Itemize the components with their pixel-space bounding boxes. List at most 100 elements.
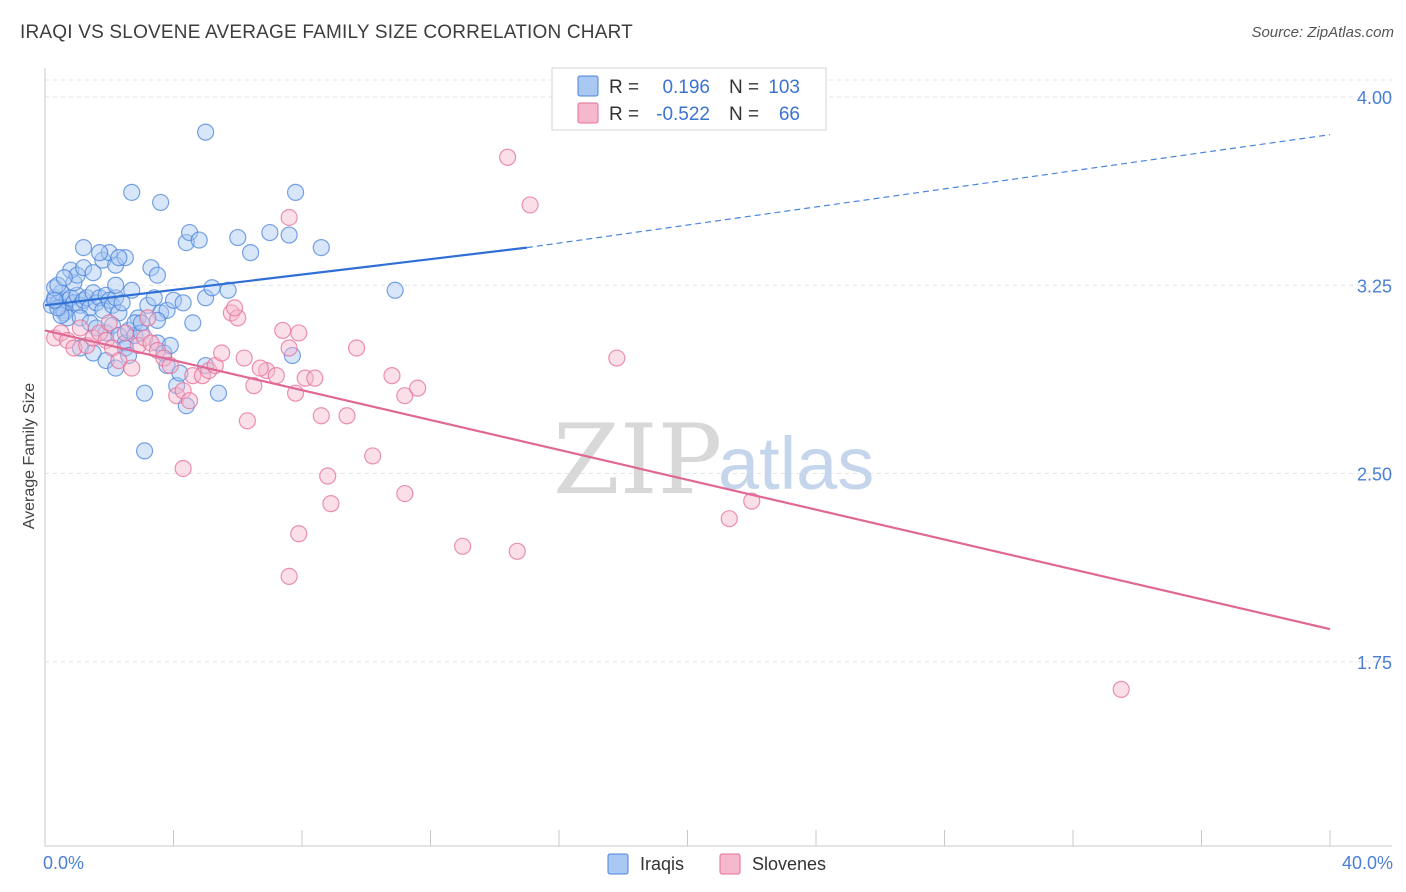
data-point-slovenes [454,537,472,555]
data-point-iraqis [203,279,221,297]
legend-n-value-iraqis: 103 [768,77,800,98]
data-point-slovenes [290,525,308,543]
data-point-iraqis [84,264,102,282]
data-point-iraqis [209,384,228,402]
data-point-slovenes [338,407,356,425]
data-point-slovenes [280,208,298,227]
data-point-slovenes [280,339,298,357]
data-point-iraqis [91,244,109,262]
trendline-iraqis [44,246,528,307]
data-point-slovenes [364,447,382,465]
legend-n-label: N = [729,104,759,125]
data-point-slovenes [409,379,427,397]
y-tick-label: 3.25 [1357,276,1392,296]
legend-n-value-slovenes: 66 [779,104,800,125]
data-point-iraqis [103,316,122,335]
grid-layer [45,79,1392,663]
data-point-iraqis [116,249,134,267]
legend-swatch-iraqis [577,75,599,97]
data-point-slovenes [383,367,401,385]
source-label: Source: ZipAtlas.com [1251,24,1394,41]
data-point-slovenes [296,369,314,387]
data-point-iraqis [280,226,298,244]
y-axis-label: Average Family Size [21,383,38,530]
data-point-iraqis [242,244,260,262]
data-point-iraqis [55,269,73,287]
legend-top: R = 0.196 N = 103 R = -0.522 N = 66 [551,67,827,131]
data-point-slovenes [508,542,526,560]
legend-bottom-label-slovenes: Slovenes [752,854,826,874]
data-point-iraqis [177,233,195,252]
y-tick-label: 4.00 [1357,88,1392,108]
y-tick-label: 1.75 [1357,653,1392,673]
data-point-slovenes [213,344,231,362]
data-point-iraqis [148,266,167,284]
legend-r-label: R = [609,77,639,98]
legend-bottom-swatch-iraqis [607,853,629,875]
data-point-slovenes [123,359,141,377]
data-point-iraqis [74,239,93,257]
data-point-iraqis [386,281,404,299]
data-point-iraqis [123,183,141,201]
data-point-slovenes [290,324,308,342]
data-point-slovenes [312,407,330,425]
watermark-zip: ZIP [553,404,722,516]
data-point-slovenes [396,484,414,503]
data-point-iraqis [110,249,128,267]
data-point-slovenes [720,510,738,528]
data-point-slovenes [180,392,199,410]
data-point-iraqis [174,294,192,312]
data-point-iraqis [261,223,279,242]
trend-layer [44,134,1331,631]
data-point-slovenes [238,412,256,430]
legend-r-value-iraqis: 0.196 [662,77,710,98]
data-point-slovenes [396,387,414,405]
legend-r-value-slovenes: -0.522 [656,104,710,125]
data-point-slovenes [245,377,263,395]
trendline-iraqis-projection [526,134,1331,249]
data-point-iraqis [197,289,215,307]
data-point-slovenes [174,382,192,400]
data-point-slovenes [139,309,157,327]
data-point-slovenes [100,314,118,332]
x-tick-label-max: 40.0% [1342,853,1393,873]
data-point-iraqis [135,442,154,460]
data-point-iraqis [152,193,170,212]
legend-bottom: Iraqis Slovenes [607,853,826,875]
data-point-iraqis [219,281,237,299]
data-point-slovenes [174,459,192,478]
legend-n-label: N = [729,77,759,98]
data-point-slovenes [274,321,292,340]
trendline-slovenes [44,329,1331,631]
data-point-slovenes [116,324,134,342]
data-point-slovenes [251,359,269,377]
data-point-iraqis [107,276,125,294]
data-point-slovenes [322,495,340,513]
data-point-slovenes [348,339,366,357]
data-point-iraqis [229,228,247,247]
data-point-slovenes [225,299,244,317]
points-layer [42,123,1130,698]
data-point-slovenes [229,309,247,327]
data-point-slovenes [184,367,202,385]
watermark-atlas: atlas [718,422,874,505]
x-tick-label-min: 0.0% [43,853,84,873]
data-point-slovenes [1112,680,1130,698]
watermark: ZIP atlas [553,404,874,516]
data-point-iraqis [148,311,167,329]
data-point-slovenes [743,492,761,510]
data-point-slovenes [319,467,337,485]
data-point-iraqis [113,294,131,312]
data-point-slovenes [65,339,83,357]
data-point-slovenes [71,319,89,337]
data-point-iraqis [164,291,183,309]
legend-r-label: R = [609,104,639,125]
data-point-slovenes [608,349,626,367]
data-point-iraqis [184,314,202,332]
data-point-slovenes [306,369,324,387]
data-point-slovenes [499,148,517,166]
data-point-iraqis [286,183,305,201]
data-point-iraqis [190,231,208,249]
data-point-slovenes [521,196,539,214]
